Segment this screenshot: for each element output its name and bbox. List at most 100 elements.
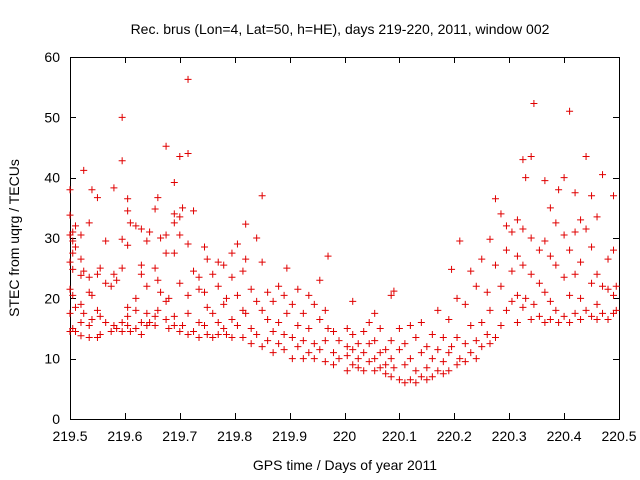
data-point: [571, 309, 579, 317]
data-point: [541, 237, 549, 245]
data-point: [445, 367, 453, 375]
chart-title: Rec. brus (Lon=4, Lat=50, h=HE), days 21…: [131, 21, 550, 37]
data-point: [102, 318, 110, 326]
x-tick-label: 219.8: [217, 428, 252, 444]
data-point: [96, 331, 104, 339]
data-point: [154, 194, 162, 202]
data-point: [253, 297, 261, 305]
data-point: [124, 241, 132, 249]
data-point: [176, 328, 184, 336]
data-point: [220, 325, 228, 332]
data-point: [571, 189, 579, 197]
data-point: [220, 261, 228, 269]
data-point: [93, 194, 101, 202]
y-tick-label: 20: [44, 290, 60, 306]
data-point: [321, 337, 329, 345]
data-point: [201, 321, 209, 329]
data-point: [203, 331, 211, 339]
data-point: [560, 231, 568, 239]
data-point: [566, 291, 574, 299]
data-point: [360, 349, 368, 357]
data-point: [132, 306, 140, 314]
x-tick-label: 220.4: [547, 428, 582, 444]
data-point: [343, 367, 351, 375]
data-point: [582, 153, 590, 161]
data-point: [66, 285, 74, 293]
data-point: [294, 321, 302, 329]
data-point: [162, 249, 170, 257]
data-point: [401, 340, 409, 348]
data-point: [203, 303, 211, 311]
data-point: [77, 318, 85, 326]
data-point: [483, 331, 491, 339]
data-point: [85, 273, 93, 281]
data-point: [66, 258, 74, 266]
data-point: [170, 219, 178, 227]
data-point: [335, 355, 343, 363]
y-tick-label: 10: [44, 351, 60, 367]
data-point: [124, 312, 132, 320]
x-tick-label: 219.7: [162, 428, 197, 444]
data-point: [80, 309, 88, 317]
data-point: [151, 321, 159, 329]
data-point: [324, 252, 332, 260]
data-point: [176, 153, 184, 161]
data-point: [80, 267, 88, 275]
data-point: [283, 264, 291, 272]
data-point: [406, 376, 414, 384]
x-axis-label: GPS time / Days of year 2011: [253, 457, 437, 473]
data-point: [445, 349, 453, 357]
data-point: [395, 325, 403, 332]
data-point: [157, 234, 165, 242]
data-point: [242, 309, 250, 317]
data-point: [157, 288, 165, 296]
x-tick-label: 220.2: [437, 428, 472, 444]
data-point: [486, 235, 494, 243]
data-points: [66, 75, 620, 387]
data-point: [113, 276, 121, 284]
data-point: [604, 255, 612, 263]
data-point: [162, 315, 170, 323]
data-point: [184, 331, 192, 339]
data-point: [154, 276, 162, 284]
data-point: [610, 192, 618, 200]
data-point: [491, 334, 499, 342]
data-point: [137, 225, 145, 233]
data-point: [387, 355, 395, 363]
data-point: [209, 334, 217, 342]
data-point: [294, 285, 302, 293]
data-point: [552, 219, 560, 227]
data-point: [365, 358, 373, 366]
data-point: [324, 325, 332, 332]
data-point: [330, 361, 338, 369]
x-tick-label: 219.9: [272, 428, 307, 444]
data-point: [118, 264, 126, 272]
data-point: [151, 312, 159, 320]
data-point: [143, 237, 151, 245]
data-point: [184, 240, 192, 248]
data-point: [467, 321, 475, 329]
data-point: [288, 300, 296, 308]
data-point: [77, 231, 85, 239]
data-point: [88, 315, 96, 323]
data-point: [66, 309, 74, 317]
data-point: [247, 325, 255, 332]
data-point: [162, 231, 170, 239]
data-point: [486, 306, 494, 314]
y-tick-label: 0: [52, 411, 60, 427]
data-point: [170, 312, 178, 320]
x-tick-label: 219.6: [107, 428, 142, 444]
data-point: [546, 297, 554, 305]
data-point: [154, 306, 162, 314]
data-point: [535, 279, 543, 287]
data-point: [77, 300, 85, 308]
data-point: [170, 321, 178, 329]
data-point: [497, 282, 505, 290]
data-point: [593, 213, 601, 221]
data-point: [541, 288, 549, 296]
data-point: [258, 343, 266, 351]
y-tick-label: 60: [44, 49, 60, 65]
data-point: [519, 225, 527, 233]
data-point: [190, 267, 198, 275]
data-point: [275, 340, 283, 348]
